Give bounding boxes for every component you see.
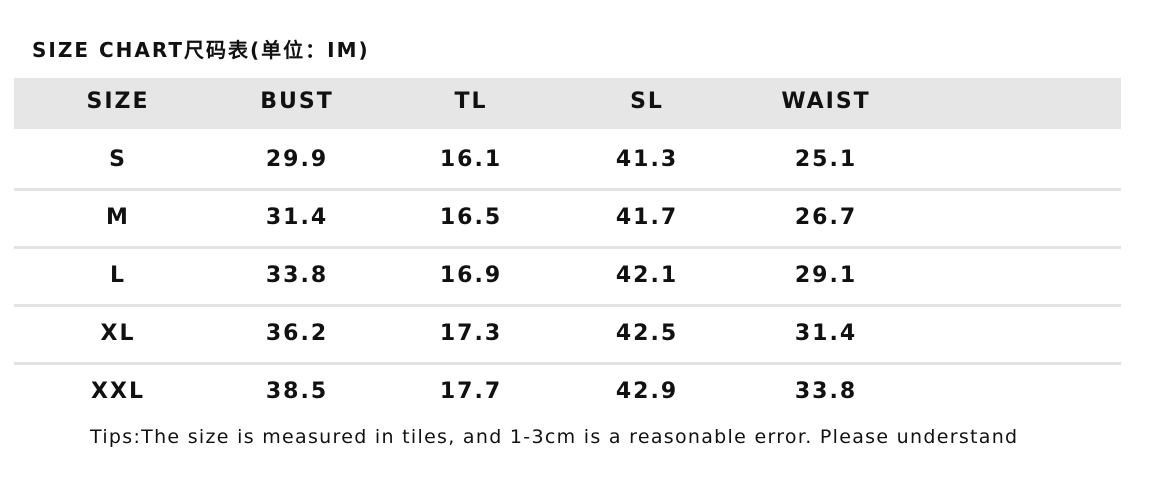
table-cell: 42.1 (615, 263, 679, 288)
table-cell: 17.7 (439, 379, 503, 404)
table-cell: XL (100, 321, 136, 346)
table-cell: 17.3 (439, 321, 503, 346)
header-cell: BUST (260, 89, 334, 114)
row-separator (14, 188, 1121, 191)
table-cell: 38.5 (265, 379, 329, 404)
header-cell: SIZE (86, 89, 150, 114)
table-cell: 16.1 (439, 147, 503, 172)
table-cell: 16.5 (439, 205, 503, 230)
table-cell: 31.4 (794, 321, 858, 346)
table-cell: 29.9 (265, 147, 329, 172)
tip: Tips:The size is measured in tiles, and … (90, 426, 1019, 448)
table-cell: 36.2 (265, 321, 329, 346)
header-cell: SL (630, 89, 664, 114)
header-cell: WAIST (781, 89, 871, 114)
table-cell: 33.8 (794, 379, 858, 404)
table-cell: M (106, 205, 130, 230)
row-separator (14, 304, 1121, 307)
row-separator (14, 246, 1121, 249)
table-cell: 31.4 (265, 205, 329, 230)
row-separator (14, 362, 1121, 365)
table-cell: 42.9 (615, 379, 679, 404)
header-band (14, 78, 1121, 129)
title: SIZE CHART尺码表(单位：IM) (32, 38, 370, 62)
table-cell: 33.8 (265, 263, 329, 288)
table-cell: 42.5 (615, 321, 679, 346)
table-cell: 26.7 (794, 205, 858, 230)
table-cell: 41.7 (615, 205, 679, 230)
table-cell: S (109, 147, 127, 172)
table-cell: L (109, 263, 127, 288)
table-cell: 41.3 (615, 147, 679, 172)
table-cell: XXL (91, 379, 145, 404)
table-cell: 25.1 (794, 147, 858, 172)
table-cell: 16.9 (439, 263, 503, 288)
header-cell: TL (454, 89, 488, 114)
table-cell: 29.1 (794, 263, 858, 288)
